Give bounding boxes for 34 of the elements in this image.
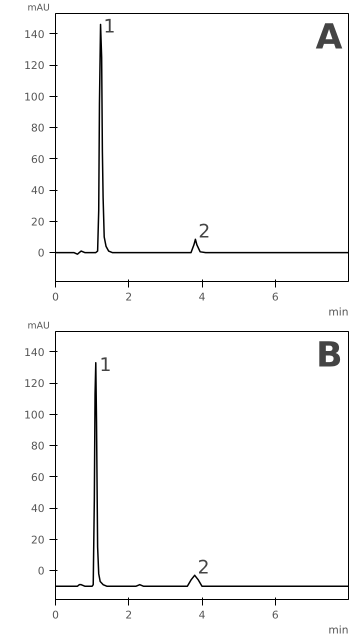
- y-tick-label: 100: [24, 408, 45, 422]
- y-tick-label: 60: [30, 470, 45, 484]
- x-tick-label: 4: [198, 608, 206, 622]
- y-tick-label: 120: [24, 377, 45, 390]
- x-tick-label: 6: [272, 290, 279, 304]
- x-tick-label: 6: [272, 608, 279, 622]
- y-tick-label: 140: [24, 346, 45, 359]
- y-tick-label: 20: [30, 533, 45, 546]
- y-tick-label: 100: [24, 90, 45, 104]
- y-tick-label: 0: [38, 564, 45, 578]
- y-tick-label: 20: [30, 215, 45, 228]
- y-tick-label: 120: [24, 59, 45, 72]
- x-tick-label: 2: [125, 608, 132, 622]
- annotation: 2: [198, 221, 210, 242]
- chart-title: A: [316, 18, 343, 58]
- y-tick-label: 140: [24, 28, 45, 41]
- y-axis-title: mAU: [28, 320, 50, 332]
- x-tick-label: 0: [52, 290, 60, 304]
- y-tick-label: 40: [30, 184, 45, 198]
- x-tick-label: 2: [125, 290, 132, 304]
- y-tick-label: 60: [30, 152, 45, 166]
- y-tick-label: 80: [30, 440, 45, 453]
- chart-title: B: [316, 336, 343, 376]
- annotation: 1: [100, 354, 112, 376]
- y-tick-label: 40: [30, 502, 45, 516]
- y-axis-title: mAU: [28, 2, 50, 14]
- y-tick-label: 0: [38, 246, 45, 260]
- x-tick-label: 4: [198, 290, 206, 304]
- x-tick-label: 0: [52, 608, 60, 622]
- annotation: 2: [198, 557, 210, 578]
- x-axis-title: min: [328, 624, 349, 636]
- y-tick-label: 80: [30, 122, 45, 135]
- annotation: 1: [104, 16, 116, 38]
- x-axis-title: min: [328, 306, 349, 318]
